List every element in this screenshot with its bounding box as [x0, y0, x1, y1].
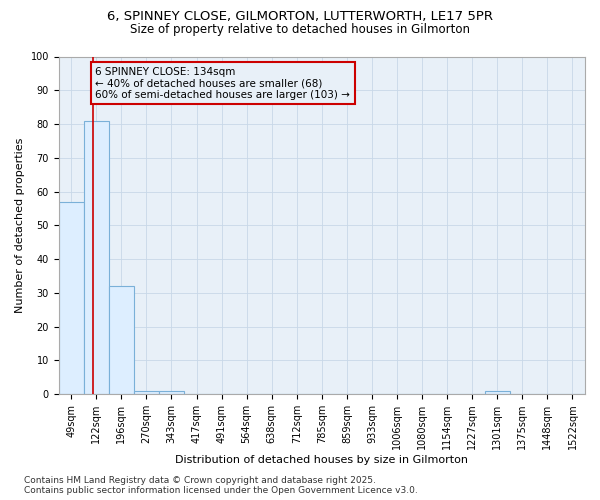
Y-axis label: Number of detached properties: Number of detached properties: [15, 138, 25, 313]
Text: 6, SPINNEY CLOSE, GILMORTON, LUTTERWORTH, LE17 5PR: 6, SPINNEY CLOSE, GILMORTON, LUTTERWORTH…: [107, 10, 493, 23]
Bar: [84, 120, 109, 394]
Bar: [485, 390, 510, 394]
X-axis label: Distribution of detached houses by size in Gilmorton: Distribution of detached houses by size …: [175, 455, 469, 465]
Bar: [59, 202, 84, 394]
Bar: [109, 286, 134, 394]
Text: Size of property relative to detached houses in Gilmorton: Size of property relative to detached ho…: [130, 22, 470, 36]
Text: 6 SPINNEY CLOSE: 134sqm
← 40% of detached houses are smaller (68)
60% of semi-de: 6 SPINNEY CLOSE: 134sqm ← 40% of detache…: [95, 66, 350, 100]
Text: Contains HM Land Registry data © Crown copyright and database right 2025.
Contai: Contains HM Land Registry data © Crown c…: [24, 476, 418, 495]
Bar: [134, 390, 159, 394]
Bar: [159, 390, 184, 394]
